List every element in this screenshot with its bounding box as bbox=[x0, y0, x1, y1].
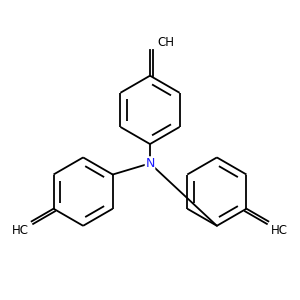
Text: HC: HC bbox=[271, 224, 288, 237]
Text: CH: CH bbox=[158, 36, 174, 49]
Text: N: N bbox=[145, 157, 155, 170]
Text: HC: HC bbox=[12, 224, 29, 237]
